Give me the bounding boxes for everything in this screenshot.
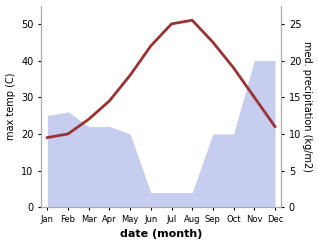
X-axis label: date (month): date (month) (120, 230, 202, 239)
Y-axis label: max temp (C): max temp (C) (5, 73, 16, 140)
Y-axis label: med. precipitation (kg/m2): med. precipitation (kg/m2) (302, 41, 313, 172)
